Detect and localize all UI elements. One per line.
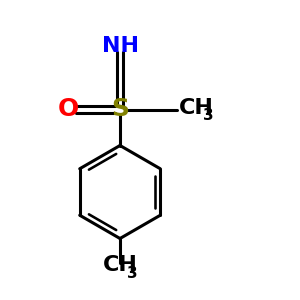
Text: S: S	[111, 98, 129, 122]
Text: CH: CH	[179, 98, 214, 118]
Text: 3: 3	[203, 108, 214, 123]
Text: CH: CH	[103, 255, 137, 275]
Text: 3: 3	[127, 266, 138, 281]
Text: O: O	[58, 98, 79, 122]
Text: NH: NH	[101, 37, 139, 56]
